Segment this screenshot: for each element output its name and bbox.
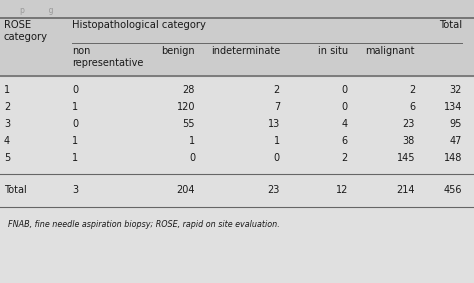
Text: 0: 0	[342, 102, 348, 112]
Text: 23: 23	[402, 119, 415, 129]
Text: 148: 148	[444, 153, 462, 163]
Text: 1: 1	[72, 153, 78, 163]
Text: 4: 4	[342, 119, 348, 129]
Text: 23: 23	[268, 185, 280, 195]
Text: 4: 4	[4, 136, 10, 146]
Text: 0: 0	[189, 153, 195, 163]
Text: 0: 0	[72, 85, 78, 95]
Text: 47: 47	[450, 136, 462, 146]
Text: 55: 55	[182, 119, 195, 129]
Text: 3: 3	[4, 119, 10, 129]
Text: 1: 1	[72, 102, 78, 112]
Text: 204: 204	[176, 185, 195, 195]
Text: 0: 0	[342, 85, 348, 95]
Text: 1: 1	[274, 136, 280, 146]
Text: 0: 0	[274, 153, 280, 163]
Text: benign: benign	[161, 46, 195, 56]
Text: 0: 0	[72, 119, 78, 129]
Text: indeterminate: indeterminate	[211, 46, 280, 56]
Text: 12: 12	[336, 185, 348, 195]
Text: 134: 134	[444, 102, 462, 112]
Text: non
representative: non representative	[72, 46, 143, 68]
Text: 214: 214	[396, 185, 415, 195]
Bar	[0, 0, 474, 76]
Text: 1: 1	[72, 136, 78, 146]
Text: 2: 2	[342, 153, 348, 163]
Text: 28: 28	[182, 85, 195, 95]
Text: 32: 32	[450, 85, 462, 95]
Text: 1: 1	[4, 85, 10, 95]
Text: 2: 2	[4, 102, 10, 112]
Text: 95: 95	[450, 119, 462, 129]
Text: Histopathological category: Histopathological category	[72, 20, 206, 30]
Text: 2: 2	[409, 85, 415, 95]
Text: 5: 5	[4, 153, 10, 163]
Text: 2: 2	[274, 85, 280, 95]
Text: 6: 6	[409, 102, 415, 112]
Text: ROSE
category: ROSE category	[4, 20, 48, 42]
Text: 7: 7	[274, 102, 280, 112]
Text: 456: 456	[444, 185, 462, 195]
Text: Total: Total	[439, 20, 462, 30]
Text: p          g: p g	[20, 6, 54, 15]
Text: malignant: malignant	[365, 46, 415, 56]
Text: 145: 145	[396, 153, 415, 163]
Text: 38: 38	[403, 136, 415, 146]
Text: 120: 120	[176, 102, 195, 112]
Text: 13: 13	[268, 119, 280, 129]
Text: Total: Total	[4, 185, 27, 195]
Text: 6: 6	[342, 136, 348, 146]
Text: FNAB, fine needle aspiration biopsy; ROSE, rapid on site evaluation.: FNAB, fine needle aspiration biopsy; ROS…	[8, 220, 280, 229]
Text: 1: 1	[189, 136, 195, 146]
Text: 3: 3	[72, 185, 78, 195]
Text: in situ: in situ	[318, 46, 348, 56]
